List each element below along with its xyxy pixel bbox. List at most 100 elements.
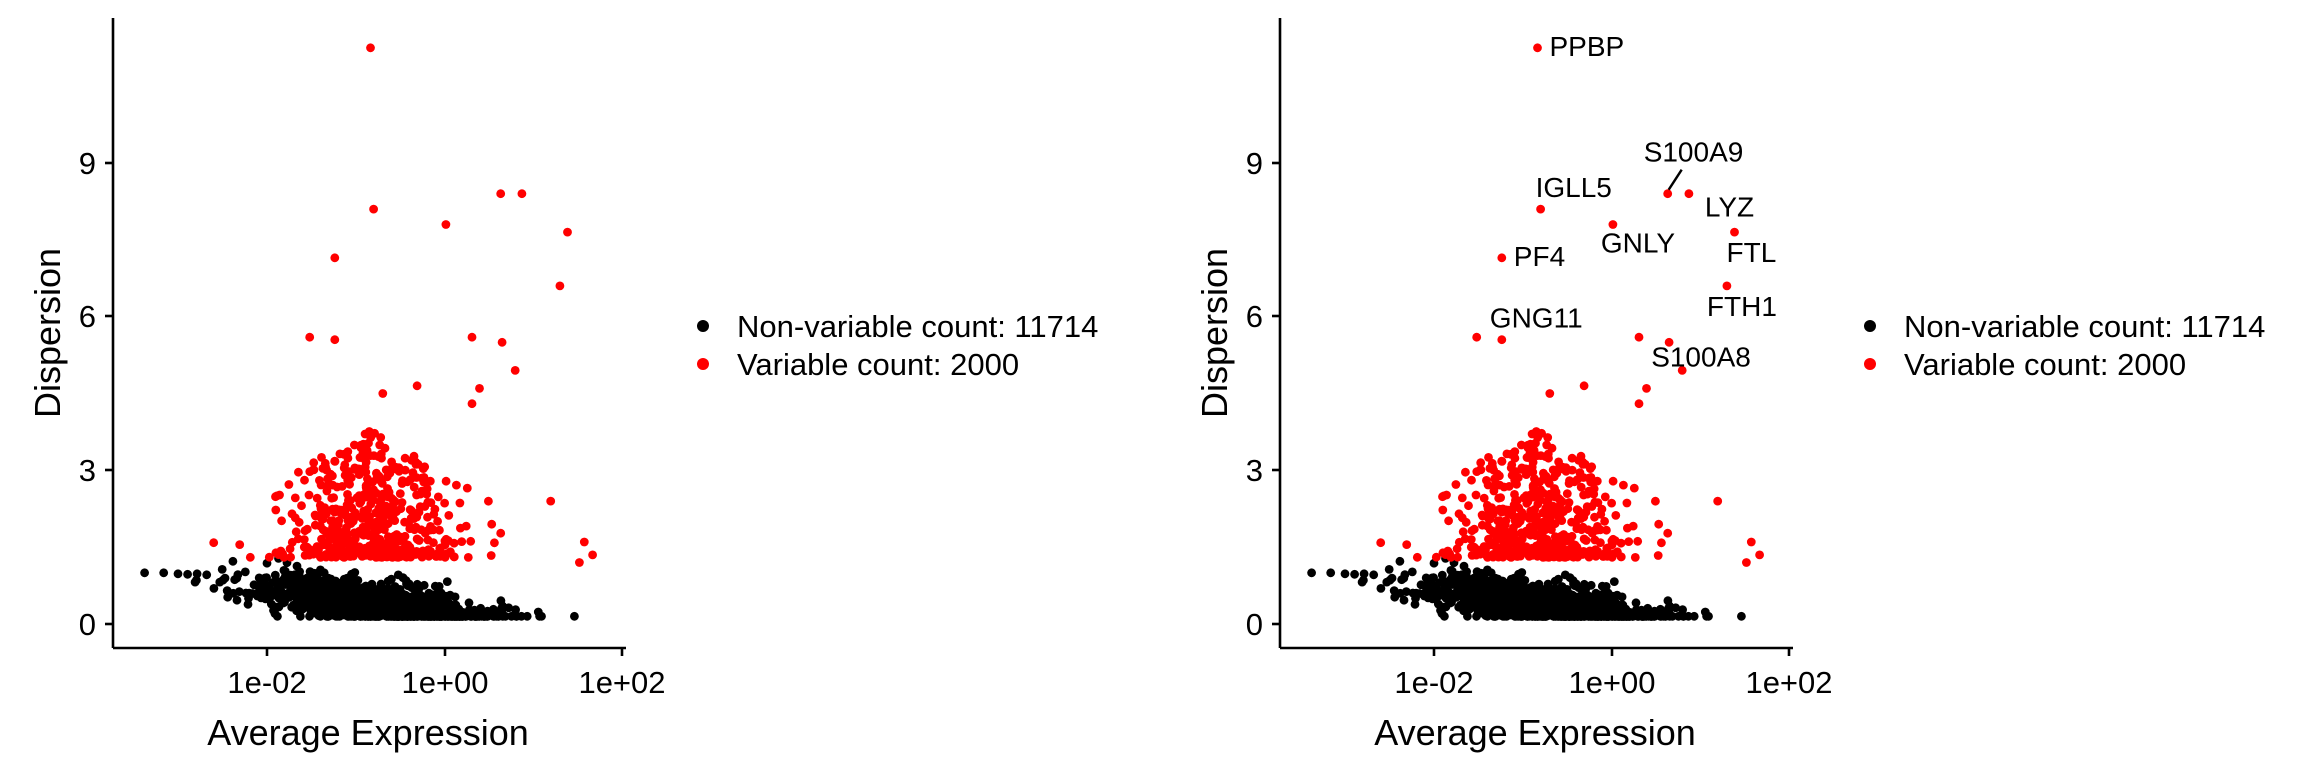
data-point-variable <box>1544 553 1554 562</box>
data-point-non-variable <box>309 582 319 592</box>
data-point-variable <box>1533 499 1543 509</box>
data-point-variable <box>1616 538 1626 548</box>
data-point-variable <box>1461 517 1471 527</box>
gene-label: IGLL5 <box>1536 172 1612 203</box>
data-point-variable <box>1684 189 1694 199</box>
data-point-variable <box>1445 549 1455 559</box>
data-point-variable <box>555 281 565 291</box>
data-point-variable <box>1517 440 1526 450</box>
data-point-variable <box>316 480 326 490</box>
data-point-variable <box>1536 204 1545 214</box>
data-point-variable <box>1528 447 1537 456</box>
data-point-non-variable <box>295 575 305 585</box>
data-point-variable <box>335 449 345 459</box>
data-point-variable <box>325 535 334 545</box>
data-point-variable <box>496 189 506 199</box>
data-point-variable <box>365 512 374 521</box>
x-tick-label: 1e+02 <box>578 665 665 700</box>
data-point-variable <box>388 495 398 505</box>
data-point-variable <box>1402 540 1412 549</box>
data-point-variable <box>1608 220 1618 229</box>
data-point-variable <box>300 475 309 485</box>
data-point-variable <box>304 550 314 560</box>
data-point-variable <box>235 540 245 549</box>
data-point-variable <box>1553 547 1563 556</box>
data-point-variable <box>1583 548 1593 558</box>
data-point-non-variable <box>249 580 259 590</box>
legend-label-variable: Variable count: 2000 <box>1904 347 2186 382</box>
data-point-variable <box>1479 493 1489 503</box>
data-point-non-variable <box>1459 561 1469 571</box>
data-point-variable <box>1439 491 1449 501</box>
data-point-variable <box>1528 551 1537 560</box>
data-point-non-variable <box>1350 569 1359 579</box>
data-point-non-variable <box>1359 569 1369 579</box>
data-point-variable <box>1533 521 1543 530</box>
data-point-variable <box>1538 532 1548 541</box>
data-point-non-variable <box>1581 587 1590 597</box>
y-tick-label: 0 <box>79 607 96 642</box>
data-point-variable <box>1722 281 1732 291</box>
data-point-variable <box>1454 537 1464 547</box>
gene-label: LYZ <box>1705 192 1754 223</box>
data-point-variable <box>398 544 408 554</box>
data-point-variable <box>385 533 395 542</box>
data-point-variable <box>1642 384 1651 393</box>
data-point-variable <box>487 519 497 529</box>
data-point-variable <box>378 389 388 398</box>
data-point-variable <box>372 521 382 531</box>
data-point-non-variable <box>1481 590 1490 600</box>
data-point-variable <box>361 551 370 560</box>
data-point-variable <box>486 551 496 560</box>
data-point-variable <box>1501 516 1511 526</box>
data-point-non-variable <box>379 596 389 605</box>
data-point-variable <box>1578 460 1588 469</box>
gene-label: FTL <box>1727 237 1777 268</box>
data-point-variable <box>331 550 341 560</box>
data-point-variable <box>1713 496 1723 506</box>
data-point-variable <box>411 460 421 469</box>
data-point-non-variable <box>437 609 446 619</box>
data-point-variable <box>1619 480 1628 490</box>
data-point-non-variable <box>295 605 305 615</box>
data-point-variable <box>1590 512 1599 522</box>
data-point-variable <box>1576 482 1586 492</box>
data-point-variable <box>1523 440 1533 450</box>
data-point-non-variable <box>268 578 278 587</box>
data-point-variable <box>1454 509 1464 519</box>
data-point-variable <box>1663 189 1673 199</box>
data-point-non-variable <box>1400 570 1410 579</box>
data-point-variable <box>1579 381 1589 391</box>
data-point-variable <box>1607 498 1616 508</box>
data-point-non-variable <box>228 556 238 566</box>
data-point-variable <box>1602 525 1611 535</box>
data-point-variable <box>1510 490 1519 499</box>
data-point-variable <box>1517 528 1526 538</box>
data-point-variable <box>1466 535 1476 544</box>
data-point-variable <box>1516 535 1526 545</box>
data-point-variable <box>517 189 527 199</box>
data-point-non-variable <box>1359 575 1368 585</box>
data-point-variable <box>405 542 415 552</box>
data-point-variable <box>310 520 320 530</box>
data-point-non-variable <box>1526 594 1535 603</box>
data-point-variable <box>369 485 378 495</box>
legend: Non-variable count: 11714 Variable count… <box>697 309 1098 382</box>
data-point-non-variable <box>295 592 305 602</box>
data-point-variable <box>1730 227 1739 237</box>
data-point-variable <box>1471 550 1481 560</box>
data-point-non-variable <box>399 597 409 607</box>
data-point-variable <box>348 516 358 526</box>
data-point-non-variable <box>1483 565 1492 575</box>
data-point-variable <box>405 524 415 534</box>
data-point-variable <box>400 465 410 475</box>
data-point-variable <box>423 512 432 522</box>
data-point-variable <box>1497 335 1507 345</box>
data-point-variable <box>1502 449 1512 459</box>
data-point-non-variable <box>1426 593 1436 602</box>
data-point-variable <box>336 543 346 553</box>
data-point-variable <box>418 464 428 473</box>
data-point-variable <box>360 462 370 472</box>
data-point-variable <box>362 486 371 496</box>
data-point-non-variable <box>420 606 430 616</box>
